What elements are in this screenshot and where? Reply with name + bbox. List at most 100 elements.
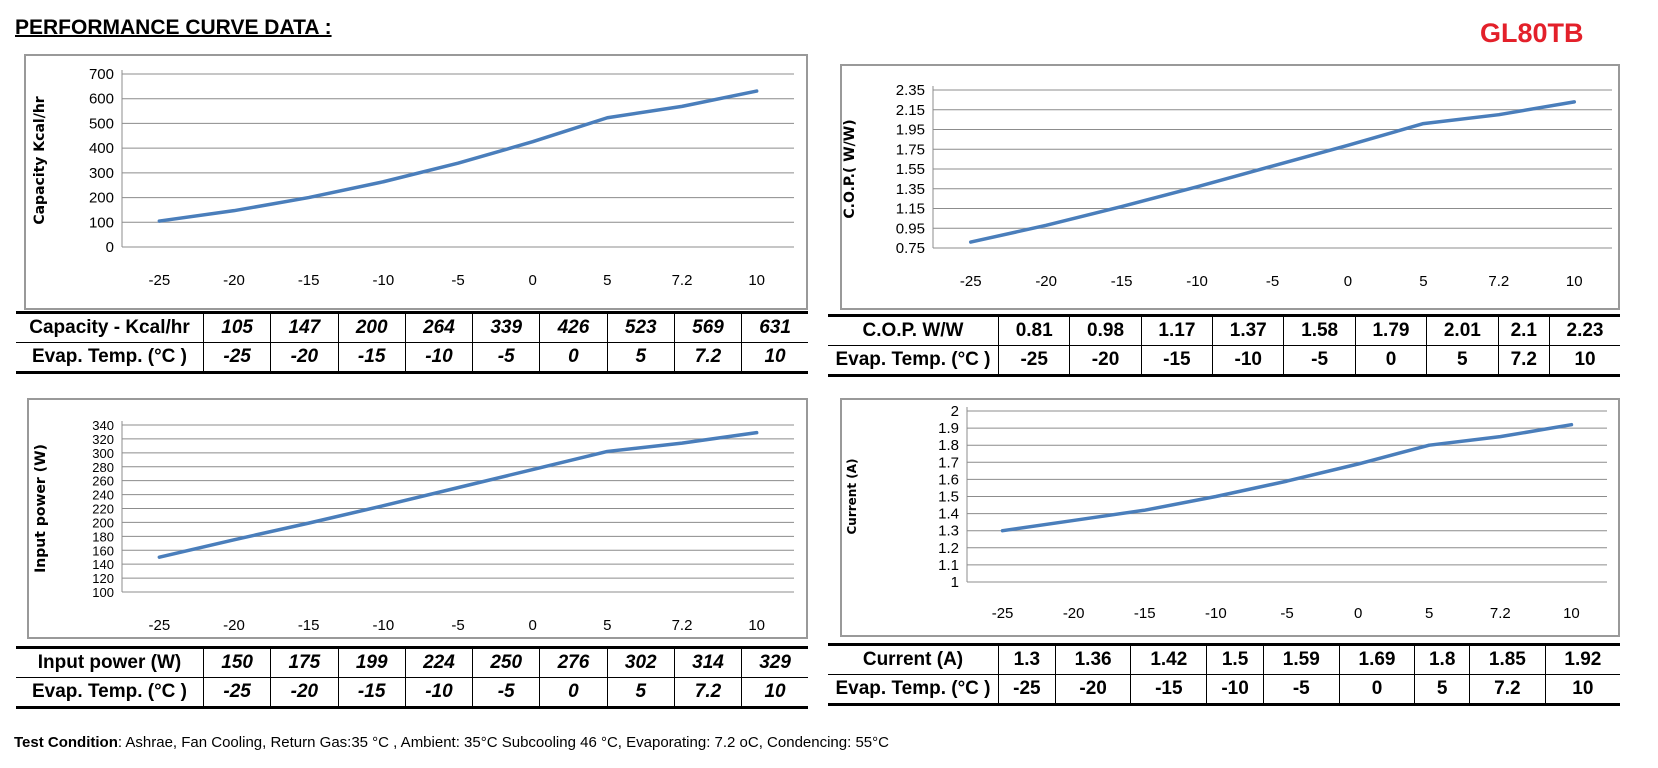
capacity-x-tick: 5 — [603, 272, 611, 289]
capacity-x-tick: -25 — [148, 272, 170, 289]
table-cell: 10 — [741, 342, 808, 373]
current-y-tick: 1.2 — [938, 540, 959, 557]
table-cell: 224 — [404, 647, 474, 678]
input-power-y-tick: 200 — [92, 515, 114, 530]
table-cell: 2.23 — [1549, 315, 1620, 346]
current-x-tick: 7.2 — [1490, 605, 1511, 622]
input-power-y-tick: 180 — [92, 529, 114, 544]
table-row: Evap. Temp. (°C ) -25 -20 -15 -10 -5 0 5 7.2 10 — [16, 342, 808, 373]
capacity-y-tick: 300 — [89, 165, 114, 182]
table-cell: -15 — [337, 677, 406, 708]
test-condition: Test Condition: Ashrae, Fan Cooling, Ret… — [14, 734, 889, 751]
test-condition-label: Test Condition — [14, 734, 118, 751]
row-label: C.O.P. W/W — [828, 315, 999, 346]
table-cell: -10 — [1206, 674, 1264, 705]
table-cell: 339 — [472, 312, 541, 343]
table-row: Capacity - Kcal/hr 105 147 200 264 339 426 523 5… — [16, 312, 808, 343]
input-power-chart: 100 120 140 160 180 200 220 240 260 280 300 320 340-… — [27, 398, 808, 639]
table-row: Evap. Temp. (°C ) -25 -20 -15 -10 -5 0 5 7.2 10 — [828, 345, 1620, 376]
cop-series-line — [968, 100, 1577, 244]
table-cell: 5 — [1414, 674, 1471, 705]
capacity-y-axis-title: Capacity Kcal/hr — [32, 96, 48, 224]
row-label: Evap. Temp. (°C ) — [828, 674, 999, 705]
table-row: C.O.P. W/W 0.81 0.98 1.17 1.37 1.58 1.79 2.01 2.… — [828, 315, 1620, 346]
table-cell: 0 — [1354, 345, 1428, 376]
table-cell: 10 — [1544, 674, 1620, 705]
current-x-tick: 10 — [1563, 605, 1580, 622]
table-cell: 199 — [337, 647, 406, 678]
cop-x-tick: 10 — [1566, 273, 1583, 290]
capacity-table: Capacity - Kcal/hr 105 147 200 264 339 426 523 5… — [16, 311, 808, 374]
cop-y-tick: 2.35 — [896, 82, 925, 99]
table-cell: 1.79 — [1354, 315, 1428, 346]
table-cell: 2.01 — [1426, 315, 1499, 346]
current-chart-svg: 11.11.21.31.41.51.61.71.81.92 -25 -20 -15 -1… — [845, 403, 1607, 622]
cop-y-tick: 1.75 — [896, 141, 925, 158]
table-cell: -15 — [1130, 674, 1208, 705]
input-power-x-tick: -20 — [223, 617, 245, 634]
table-cell: 1.5 — [1206, 644, 1264, 675]
capacity-x-tick: -10 — [372, 272, 394, 289]
table-cell: 5 — [1426, 345, 1499, 376]
table-cell: 1.37 — [1212, 315, 1285, 346]
table-cell: 7.2 — [673, 677, 743, 708]
capacity-y-tick: 600 — [89, 91, 114, 108]
input-power-y-tick: 220 — [92, 502, 114, 517]
table-cell: -15 — [1140, 345, 1214, 376]
table-cell: 7.2 — [673, 342, 743, 373]
table-cell: 523 — [606, 312, 675, 343]
table-cell: -5 — [472, 677, 541, 708]
table-cell: -10 — [404, 342, 474, 373]
capacity-y-tick: 500 — [89, 115, 114, 132]
input-power-y-tick: 340 — [92, 418, 114, 433]
cop-x-tick: -20 — [1035, 273, 1057, 290]
table-cell: 5 — [606, 342, 675, 373]
input-power-chart-svg: 100120140160180200220240260280300320340-… — [33, 418, 794, 634]
table-cell: -20 — [1054, 674, 1132, 705]
current-x-tick: -10 — [1205, 605, 1227, 622]
capacity-x-tick: 10 — [748, 272, 765, 289]
input-power-y-tick: 100 — [92, 585, 114, 600]
cop-y-tick: 1.55 — [896, 161, 925, 178]
table-cell: 0 — [1338, 674, 1416, 705]
test-condition-text: : Ashrae, Fan Cooling, Return Gas:35 °C … — [117, 734, 889, 751]
table-cell: 264 — [404, 312, 474, 343]
current-table: Current (A) 1.3 1.36 1.42 1.5 1.59 1.69 1.8 1.85… — [828, 643, 1620, 706]
capacity-y-tick: 700 — [89, 66, 114, 83]
input-power-x-tick: 0 — [528, 617, 536, 634]
table-row: Evap. Temp. (°C ) -25 -20 -15 -10 -5 0 5 7.2 10 — [16, 677, 808, 708]
input-power-y-tick: 140 — [92, 557, 114, 572]
input-power-x-tick: 7.2 — [672, 617, 693, 634]
table-cell: 0 — [539, 677, 608, 708]
row-label: Input power (W) — [16, 647, 204, 678]
table-cell: 250 — [472, 647, 541, 678]
input-power-x-tick: 10 — [748, 617, 765, 634]
table-cell: -25 — [998, 674, 1056, 705]
table-cell: 0.81 — [997, 315, 1071, 346]
table-cell: 569 — [673, 312, 743, 343]
cop-table: C.O.P. W/W 0.81 0.98 1.17 1.37 1.58 1.79 2.01 2.… — [828, 314, 1620, 377]
current-y-tick: 1.8 — [938, 437, 959, 454]
input-power-x-tick: -15 — [298, 617, 320, 634]
table-cell: 1.42 — [1130, 644, 1208, 675]
current-x-tick: 5 — [1425, 605, 1433, 622]
current-series-line — [1000, 422, 1574, 533]
cop-x-tick: -5 — [1266, 273, 1279, 290]
cop-y-tick: 2.15 — [896, 102, 925, 119]
input-power-y-tick: 160 — [92, 543, 114, 558]
input-power-x-tick: -25 — [148, 617, 170, 634]
table-row: Input power (W) 150 175 199 224 250 276 302 314 3… — [16, 647, 808, 678]
table-cell: -20 — [270, 677, 339, 708]
input-power-y-tick: 120 — [92, 571, 114, 586]
current-x-tick: -20 — [1063, 605, 1085, 622]
input-power-y-axis-title: Input power (W) — [33, 444, 49, 573]
table-cell: 1.59 — [1262, 644, 1340, 675]
table-cell: -25 — [202, 677, 272, 708]
current-x-tick: -5 — [1280, 605, 1293, 622]
current-y-tick: 1.5 — [938, 489, 959, 506]
table-cell: 1.36 — [1054, 644, 1132, 675]
input-power-y-tick: 240 — [92, 488, 114, 503]
input-power-x-tick: 5 — [603, 617, 611, 634]
table-cell: 0 — [539, 342, 608, 373]
cop-chart-svg: 0.75 0.95 1.15 1.35 1.55 1.75 1.95 2.15 2.35 -25 -… — [842, 82, 1612, 290]
